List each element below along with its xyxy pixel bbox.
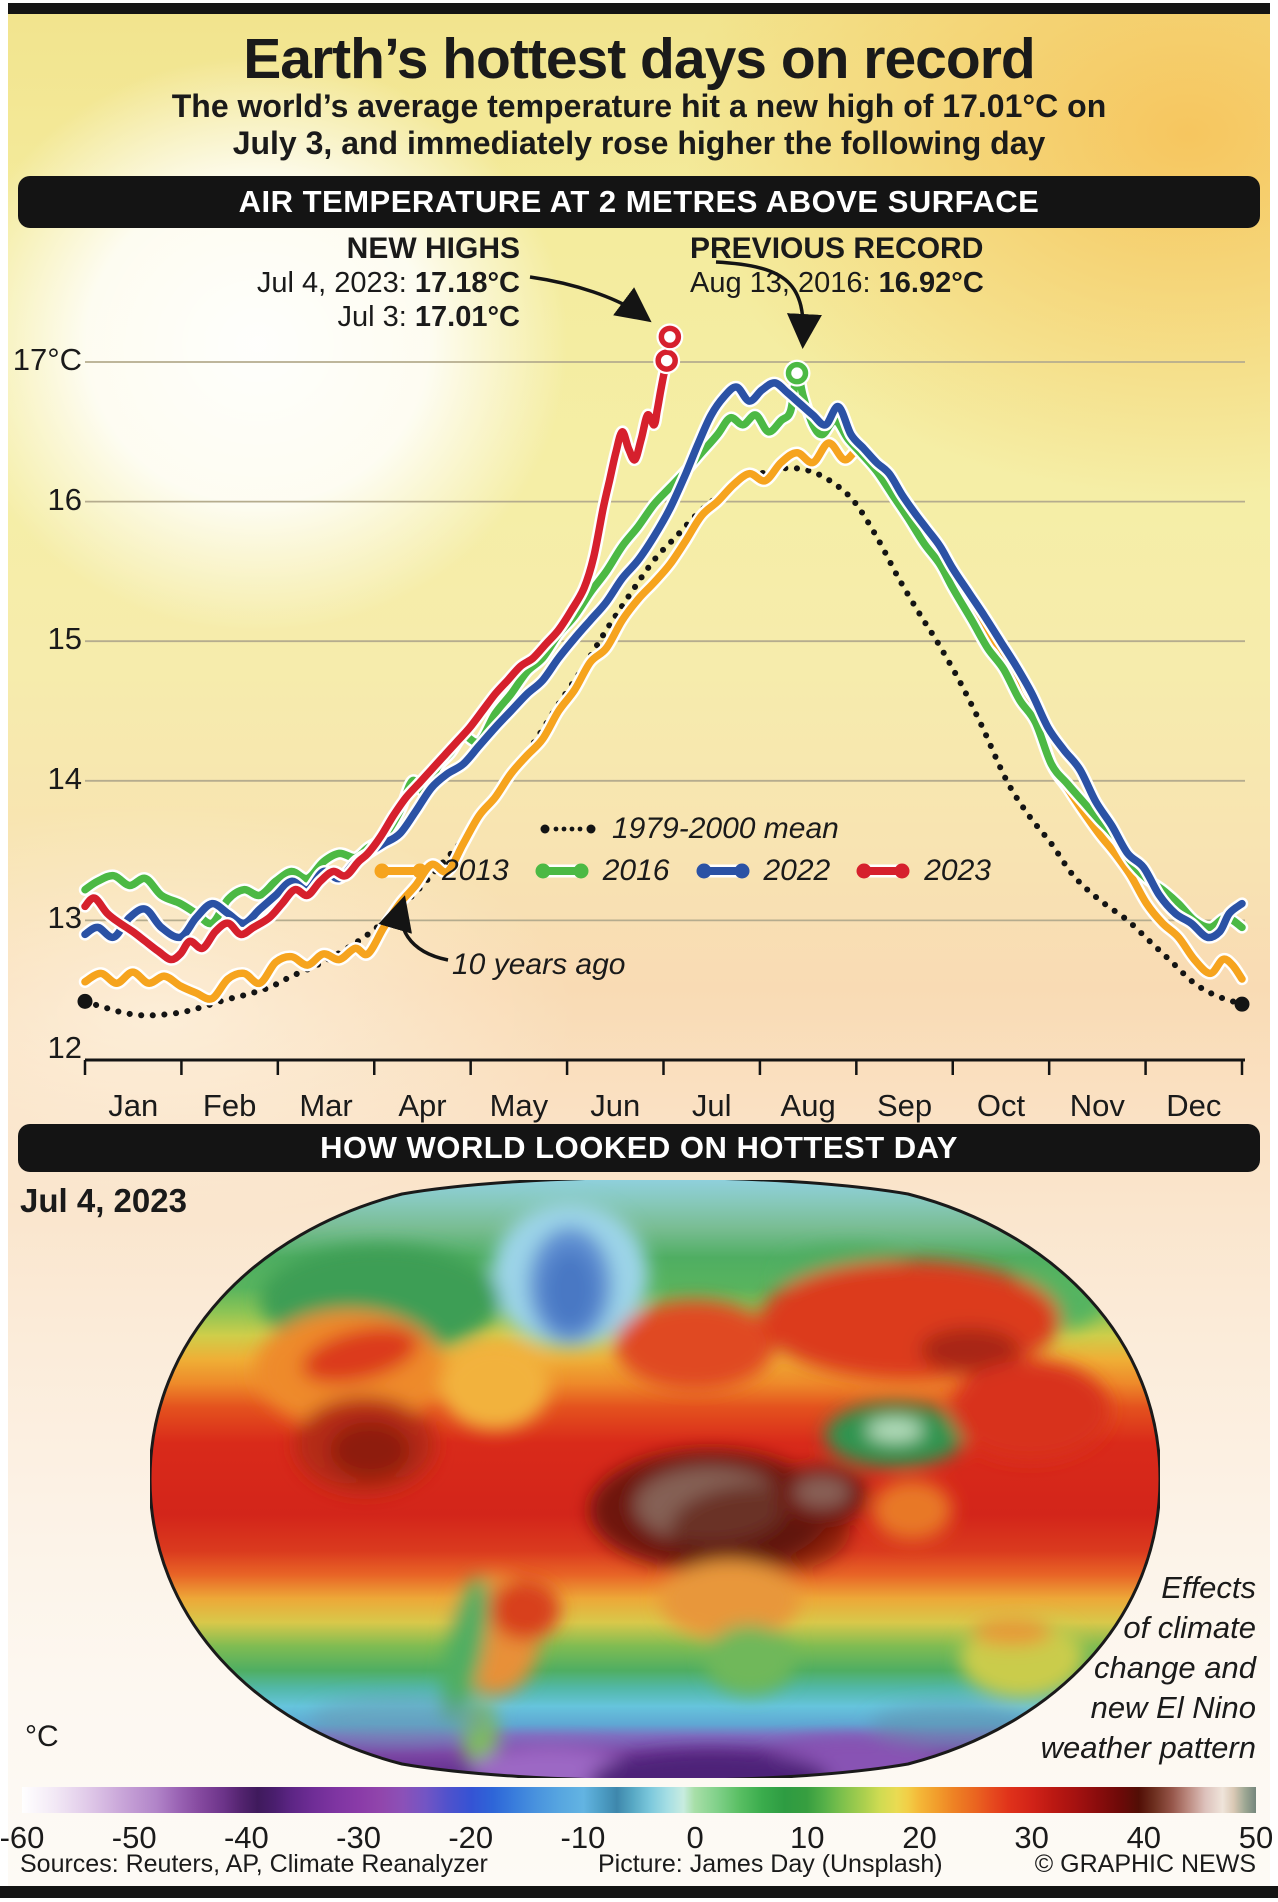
month-label: Jan	[108, 1088, 159, 1123]
effects-note: Effects of climate change and new El Nino we…	[856, 1568, 1256, 1768]
temperature-colorbar	[22, 1787, 1256, 1813]
line-swatch	[535, 863, 589, 879]
map-outline	[150, 1180, 1160, 1778]
section-banner-world-map: HOW WORLD LOOKED ON HOTTEST DAY	[18, 1124, 1260, 1172]
annotation-previous-record: PREVIOUS RECORD Aug 13, 2016: 16.92°C	[690, 232, 1040, 300]
ten-years-ago-arrow	[378, 895, 449, 962]
line-swatch	[856, 863, 910, 879]
footer-picture-credit: Picture: James Day (Unsplash)	[598, 1850, 943, 1878]
legend-year-label: 2016	[602, 854, 670, 887]
series-2023	[81, 333, 674, 964]
month-label: Jul	[691, 1088, 732, 1123]
subtitle-line2: July 3, and immediately rose higher the …	[232, 125, 1046, 161]
record-marker	[658, 325, 682, 349]
colorbar-tick-label: -20	[448, 1820, 494, 1855]
effects-note-line: new El Nino	[1090, 1690, 1256, 1725]
effects-note-line: change and	[1093, 1650, 1256, 1685]
line-swatch	[374, 863, 428, 879]
record-marker	[785, 361, 809, 385]
month-label: Feb	[202, 1088, 257, 1123]
series-2022	[81, 379, 1246, 942]
month-label: Sep	[876, 1088, 933, 1123]
colorbar-unit-label: °C	[25, 1720, 59, 1753]
new-highs-line1: Jul 4, 2023: 17.18°C	[256, 267, 520, 299]
colorbar-tick-label: -30	[336, 1820, 381, 1855]
legend-item-2013: 2013	[372, 854, 509, 888]
legend-mean-label: 1979-2000 mean	[612, 812, 839, 845]
effects-note-line: of climate	[1123, 1610, 1256, 1645]
month-label: Jun	[590, 1088, 641, 1123]
chart-series	[77, 330, 1250, 1019]
record-marker	[655, 349, 678, 372]
previous-record-line: Aug 13, 2016: 16.92°C	[690, 267, 984, 299]
colorbar-tick-label: -60	[0, 1820, 45, 1855]
colorbar-tick-label: 0	[686, 1820, 704, 1855]
section-banner-air-temperature: AIR TEMPERATURE AT 2 METRES ABOVE SURFAC…	[18, 176, 1260, 228]
effects-note-line: weather pattern	[1040, 1730, 1256, 1765]
mean-end-dot	[77, 993, 93, 1009]
mean-end-dot	[1234, 996, 1250, 1012]
colorbar-tick-labels: -60 -50 -40 -30 -20 -10 0 10 20 30 40 50	[0, 1820, 1273, 1855]
top-black-bar	[8, 3, 1270, 14]
y-axis-label: 15	[47, 621, 82, 657]
new-highs-arrow	[529, 275, 652, 323]
footer-sources: Sources: Reuters, AP, Climate Reanalyzer	[20, 1850, 488, 1878]
month-label: Apr	[398, 1088, 447, 1123]
month-label: May	[489, 1088, 549, 1123]
colorbar-tick-label: -10	[560, 1820, 606, 1855]
month-label: Aug	[780, 1088, 836, 1123]
month-label: Dec	[1166, 1088, 1222, 1123]
map-date-label: Jul 4, 2023	[20, 1182, 187, 1219]
colorbar-tick-label: 20	[902, 1820, 937, 1855]
new-highs-line2: Jul 3: 17.01°C	[337, 301, 521, 333]
legend-year-label: 2022	[763, 854, 831, 887]
month-label: Mar	[299, 1088, 353, 1123]
subtitle-line1: The world’s average temperature hit a ne…	[171, 88, 1107, 124]
y-axis-label: 16	[47, 481, 82, 517]
legend-item-2023: 2023	[854, 854, 991, 888]
chart-gridlines	[83, 361, 1245, 1075]
footer-copyright: © GRAPHIC NEWS	[1034, 1850, 1256, 1878]
y-axis-label: 14	[47, 760, 82, 796]
new-highs-heading: NEW HIGHS	[346, 232, 520, 265]
ten-years-ago-label: 10 years ago	[452, 948, 626, 981]
month-label: Nov	[1069, 1088, 1125, 1123]
line-swatch	[696, 863, 749, 879]
colorbar-tick-label: 30	[1014, 1820, 1049, 1855]
colorbar-tick-label: 50	[1238, 1820, 1274, 1855]
legend-mean: 1979-2000 mean	[540, 812, 839, 846]
legend-year-label: 2023	[924, 854, 991, 887]
legend-item-2016: 2016	[533, 854, 670, 888]
colorbar-tick-label: -40	[223, 1820, 269, 1855]
y-axis-label: 13	[47, 900, 82, 936]
effects-note-line: Effects	[1161, 1570, 1256, 1605]
y-axis-label: 12	[47, 1030, 82, 1065]
series-1979-2000-mean	[82, 465, 1245, 1019]
world-temperature-map	[150, 1180, 1160, 1778]
bottom-black-bar	[0, 1886, 1278, 1898]
colorbar-tick-label: -50	[111, 1820, 157, 1855]
page-subtitle: The world’s average temperature hit a ne…	[0, 88, 1278, 162]
previous-record-heading: PREVIOUS RECORD	[690, 232, 984, 265]
dotted-line-swatch	[540, 824, 596, 834]
map-feature-blobs	[255, 1203, 1110, 1778]
legend-years: 2013 2016 2022 2023	[372, 854, 991, 888]
month-label: Oct	[976, 1088, 1026, 1123]
chart-record-markers	[653, 323, 811, 387]
colorbar-tick-label: 10	[790, 1820, 825, 1855]
y-axis-label: 17°C	[12, 342, 82, 377]
legend-item-2022: 2022	[694, 854, 831, 888]
page-title: Earth’s hottest days on record	[243, 27, 1035, 91]
colorbar-tick-label: 40	[1126, 1820, 1162, 1855]
annotation-new-highs: NEW HIGHS Jul 4, 2023: 17.18°C Jul 3: 17…	[160, 232, 520, 334]
legend-year-label: 2013	[442, 854, 509, 887]
previous-record-arrow	[715, 260, 822, 349]
